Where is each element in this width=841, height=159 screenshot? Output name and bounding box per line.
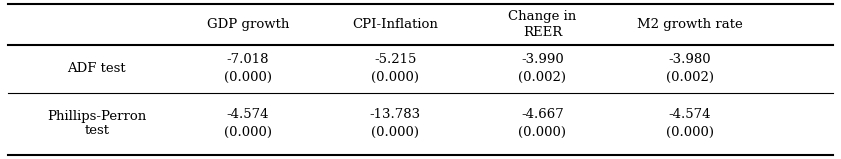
Text: -3.980: -3.980 xyxy=(669,53,711,66)
Text: -13.783: -13.783 xyxy=(370,108,420,121)
Text: GDP growth: GDP growth xyxy=(207,18,289,31)
Text: (0.002): (0.002) xyxy=(665,71,714,84)
Text: (0.000): (0.000) xyxy=(665,126,714,139)
Text: (0.002): (0.002) xyxy=(518,71,567,84)
Text: -5.215: -5.215 xyxy=(374,53,416,66)
Text: M2 growth rate: M2 growth rate xyxy=(637,18,743,31)
Text: -4.574: -4.574 xyxy=(227,108,269,121)
Text: ADF test: ADF test xyxy=(67,62,126,75)
Text: (0.000): (0.000) xyxy=(371,126,420,139)
Text: -7.018: -7.018 xyxy=(227,53,269,66)
Text: (0.000): (0.000) xyxy=(224,71,272,84)
Text: (0.000): (0.000) xyxy=(371,71,420,84)
Text: -4.667: -4.667 xyxy=(521,108,563,121)
Text: -3.990: -3.990 xyxy=(521,53,563,66)
Text: Change in
REER: Change in REER xyxy=(508,10,577,39)
Text: test: test xyxy=(84,124,109,137)
Text: CPI-Inflation: CPI-Inflation xyxy=(352,18,438,31)
Text: -4.574: -4.574 xyxy=(669,108,711,121)
Text: (0.000): (0.000) xyxy=(518,126,567,139)
Text: (0.000): (0.000) xyxy=(224,126,272,139)
Text: Phillips-Perron: Phillips-Perron xyxy=(47,110,146,123)
